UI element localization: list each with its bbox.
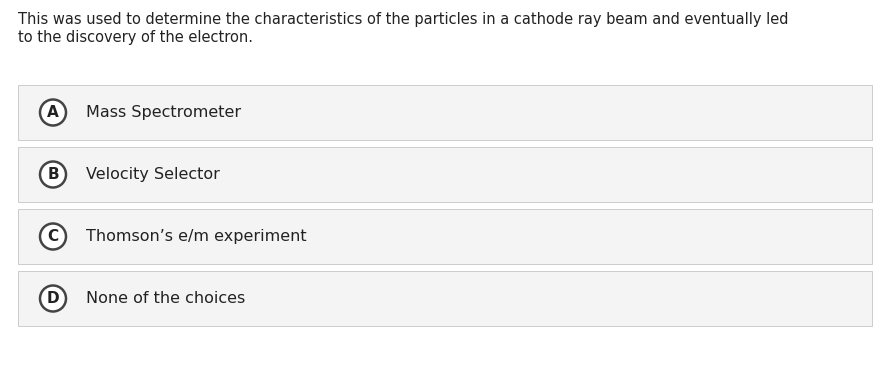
FancyBboxPatch shape <box>18 209 872 264</box>
Text: to the discovery of the electron.: to the discovery of the electron. <box>18 30 253 45</box>
Text: Velocity Selector: Velocity Selector <box>86 167 220 182</box>
Circle shape <box>40 286 66 311</box>
Text: D: D <box>46 291 60 306</box>
Text: None of the choices: None of the choices <box>86 291 246 306</box>
Text: A: A <box>47 105 59 120</box>
FancyBboxPatch shape <box>18 271 872 326</box>
FancyBboxPatch shape <box>18 147 872 202</box>
Text: Mass Spectrometer: Mass Spectrometer <box>86 105 241 120</box>
Text: B: B <box>47 167 59 182</box>
Text: This was used to determine the characteristics of the particles in a cathode ray: This was used to determine the character… <box>18 12 789 27</box>
Text: Thomson’s e/m experiment: Thomson’s e/m experiment <box>86 229 307 244</box>
Circle shape <box>40 162 66 188</box>
Text: C: C <box>47 229 59 244</box>
Circle shape <box>40 99 66 125</box>
FancyBboxPatch shape <box>18 85 872 140</box>
Circle shape <box>40 223 66 250</box>
